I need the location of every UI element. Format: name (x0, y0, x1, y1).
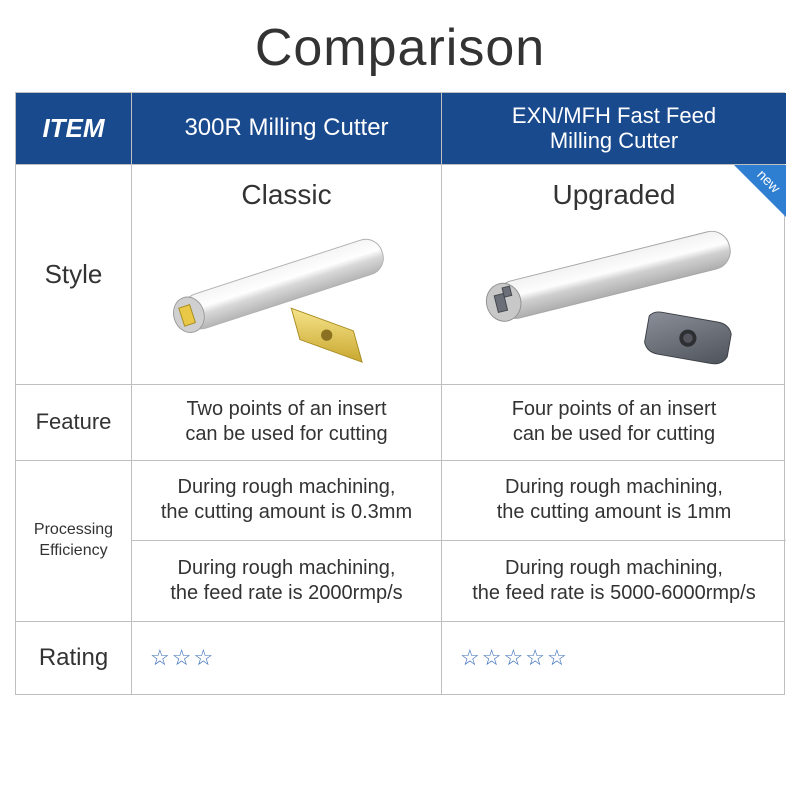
star-icon: ☆ (193, 645, 213, 671)
rating-row-label: Rating (16, 622, 132, 694)
processing-row-2: During rough machining,the feed rate is … (132, 541, 786, 621)
processing-1-b: During rough machining,the cutting amoun… (442, 461, 786, 540)
style-row-label: Style (16, 165, 132, 384)
star-icon: ☆ (525, 645, 545, 671)
processing-row-1: During rough machining,the cutting amoun… (132, 461, 786, 541)
table-header-row: ITEM 300R Milling Cutter EXN/MFH Fast Fe… (16, 93, 784, 165)
header-col-b: EXN/MFH Fast FeedMilling Cutter (442, 93, 786, 164)
product-image-a (140, 219, 433, 369)
star-icon: ☆ (172, 645, 192, 671)
page-title: Comparison (0, 0, 800, 92)
feature-b: Four points of an insertcan be used for … (442, 385, 786, 460)
star-icon: ☆ (503, 645, 523, 671)
header-item-label: ITEM (16, 93, 132, 164)
processing-2-b: During rough machining,the feed rate is … (442, 541, 786, 621)
rating-b-stars: ☆☆☆☆☆ (450, 645, 778, 671)
style-a-label: Classic (241, 179, 331, 211)
star-icon: ☆ (460, 645, 480, 671)
star-icon: ☆ (547, 645, 567, 671)
feature-a: Two points of an insertcan be used for c… (132, 385, 442, 460)
feature-row: Feature Two points of an insertcan be us… (16, 385, 784, 461)
processing-2-a: During rough machining,the feed rate is … (132, 541, 442, 621)
new-badge: new (734, 165, 786, 217)
comparison-table: ITEM 300R Milling Cutter EXN/MFH Fast Fe… (15, 92, 785, 695)
rating-b: ☆☆☆☆☆ (442, 622, 786, 694)
product-image-b (450, 219, 778, 369)
processing-1-a: During rough machining,the cutting amoun… (132, 461, 442, 540)
rating-a-stars: ☆☆☆ (140, 645, 433, 671)
processing-rows: ProcessingEfficiency During rough machin… (16, 461, 784, 622)
star-icon: ☆ (150, 645, 170, 671)
star-icon: ☆ (482, 645, 502, 671)
header-col-a: 300R Milling Cutter (132, 93, 442, 164)
rating-row: Rating ☆☆☆ ☆☆☆☆☆ (16, 622, 784, 694)
style-cell-a: Classic (132, 165, 442, 384)
style-cell-b: new Upgraded (442, 165, 786, 384)
rating-a: ☆☆☆ (132, 622, 442, 694)
processing-row-label: ProcessingEfficiency (16, 461, 132, 621)
feature-row-label: Feature (16, 385, 132, 460)
style-b-label: Upgraded (553, 179, 676, 211)
style-row: Style Classic (16, 165, 784, 385)
cutter-a-illustration (140, 219, 433, 369)
cutter-b-illustration (450, 219, 778, 369)
